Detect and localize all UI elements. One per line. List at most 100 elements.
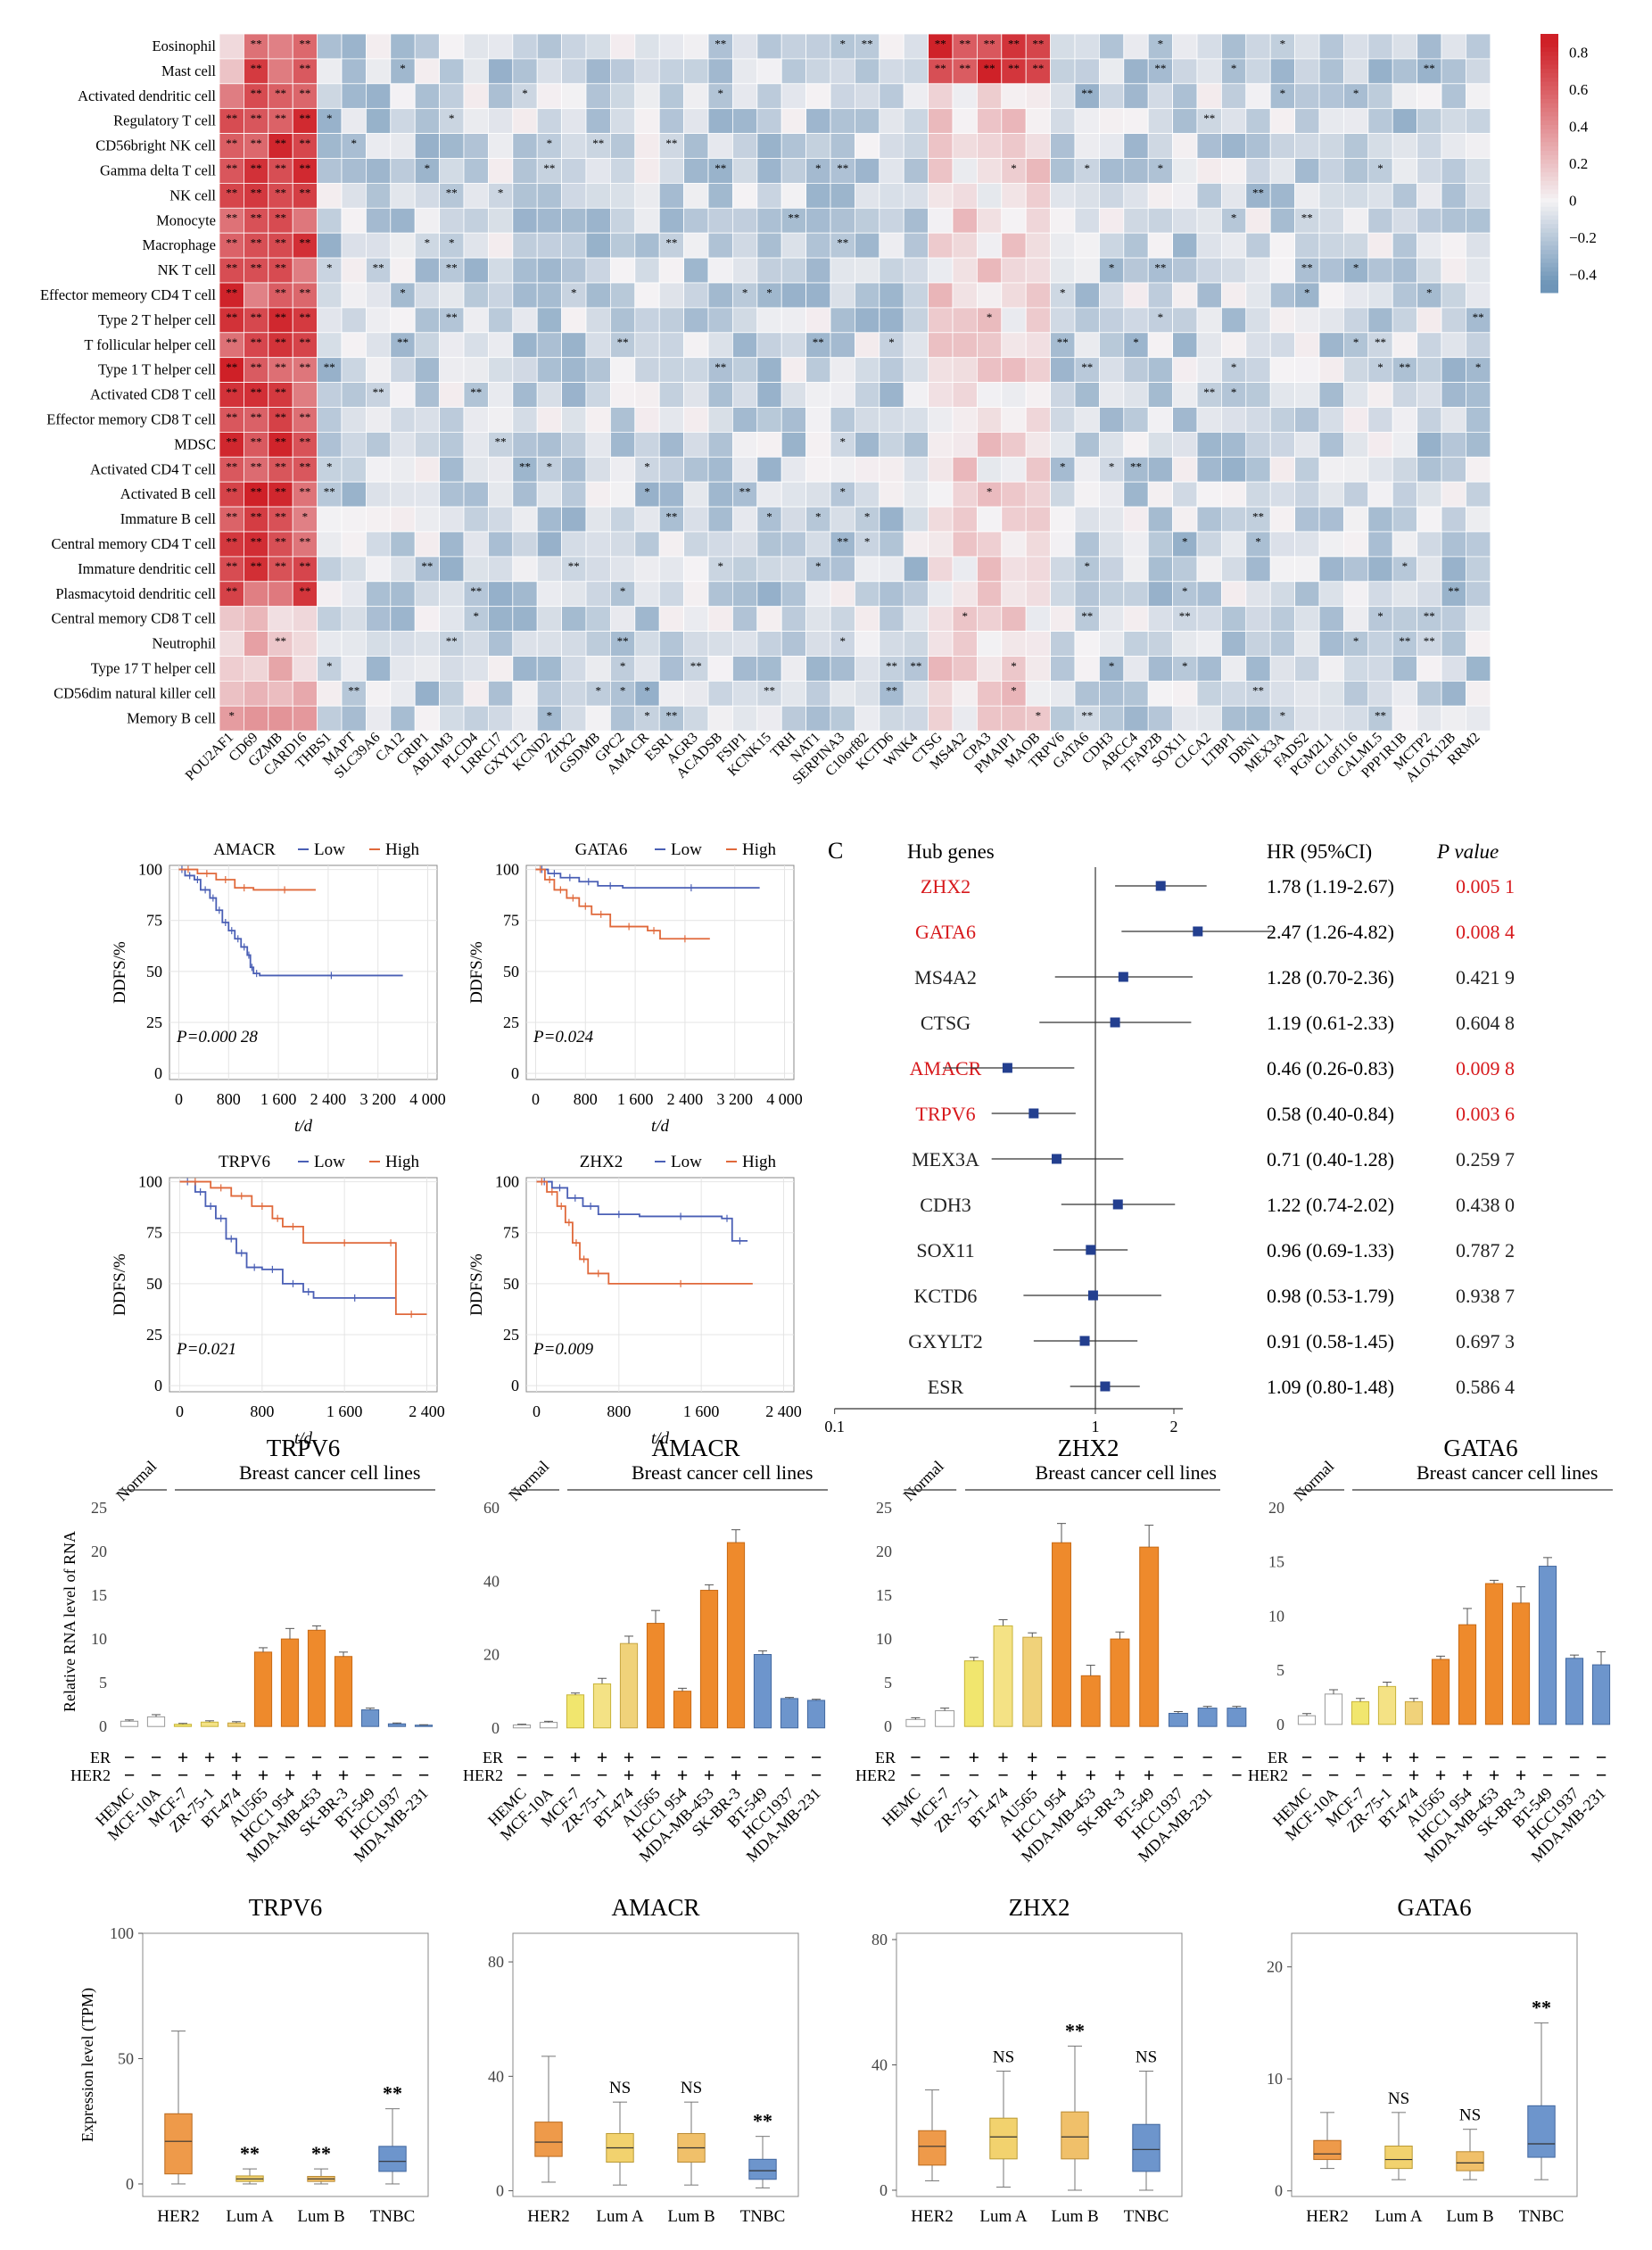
km-p-value: P=0.021 — [176, 1340, 236, 1359]
heatmap-cell-significance: ** — [665, 136, 677, 150]
heatmap-cell — [536, 357, 563, 384]
heatmap-cell — [1417, 581, 1442, 608]
colorbar-segment — [1540, 34, 1558, 39]
heatmap-cell-significance: ** — [446, 186, 458, 200]
heatmap-cell — [1099, 108, 1125, 134]
heatmap-cell — [1025, 705, 1051, 732]
heatmap-cell — [512, 606, 538, 633]
heatmap-row-label: Type 17 T helper cell — [91, 659, 217, 676]
box-category-label: HER2 — [1306, 2207, 1349, 2226]
heatmap-cell — [439, 531, 465, 558]
heatmap-cell-significance: * — [1353, 634, 1359, 648]
heatmap-cell-significance: ** — [764, 684, 775, 698]
heatmap-cell — [1441, 631, 1466, 657]
heatmap-cell — [536, 182, 563, 209]
heatmap-cell — [610, 407, 636, 433]
heatmap-cell — [952, 182, 978, 209]
heatmap-cell-significance: ** — [421, 559, 433, 573]
heatmap-cell-significance: * — [547, 460, 553, 474]
heatmap-cell — [1441, 282, 1466, 309]
bar-her2-status: + — [285, 1764, 296, 1786]
heatmap-cell — [1123, 257, 1149, 284]
box-y-tick-label: 0 — [1275, 2182, 1283, 2200]
heatmap-cell — [512, 307, 538, 334]
heatmap-cell — [732, 606, 758, 633]
box-category-label: Lum A — [1375, 2207, 1423, 2226]
heatmap-cell — [1196, 556, 1222, 583]
colorbar-segment — [1540, 63, 1558, 70]
heatmap-cell — [1147, 357, 1173, 384]
heatmap-cell — [1245, 158, 1271, 184]
heatmap-cell — [1050, 581, 1076, 608]
bar — [512, 1724, 532, 1729]
bar — [1080, 1675, 1101, 1727]
heatmap-cell-significance: ** — [251, 509, 262, 523]
heatmap-cell — [1123, 705, 1149, 732]
heatmap-cell — [390, 407, 416, 433]
colorbar-tick-label: 0.2 — [1569, 155, 1588, 172]
heatmap-cell — [903, 431, 929, 458]
heatmap-cell — [341, 606, 367, 633]
heatmap-cell — [219, 83, 244, 110]
heatmap-cell — [610, 232, 636, 259]
heatmap-cell — [1269, 232, 1295, 259]
heatmap-cell-significance: ** — [348, 684, 359, 698]
heatmap-cell — [1221, 158, 1247, 184]
heatmap-cell — [1123, 58, 1149, 85]
heatmap-cell-significance: * — [864, 509, 871, 523]
heatmap-cell — [365, 58, 392, 85]
heatmap-cell — [1099, 506, 1125, 533]
heatmap-cell — [1294, 556, 1320, 583]
colorbar-tick-label: 0.8 — [1569, 45, 1588, 62]
bar-er-status: + — [1382, 1746, 1393, 1768]
heatmap-cell — [317, 307, 343, 334]
heatmap-cell — [1025, 431, 1051, 458]
heatmap-cell — [1245, 282, 1271, 309]
bar-er-status: − — [1489, 1746, 1500, 1768]
heatmap-cell — [756, 556, 782, 583]
heatmap-cell — [1147, 282, 1173, 309]
heatmap-cell — [903, 257, 929, 284]
heatmap-cell — [414, 332, 441, 359]
heatmap-row-label: Type 2 T helper cell — [98, 311, 216, 328]
bar-er-status: − — [677, 1746, 689, 1768]
heatmap-cell — [1441, 431, 1466, 458]
heatmap-cell — [683, 606, 709, 633]
km-p-value: P=0.009 — [533, 1340, 594, 1359]
heatmap-cell-significance: ** — [226, 559, 237, 573]
heatmap-cell — [1147, 332, 1173, 359]
km-survival-curve — [179, 1180, 396, 1299]
box-category-label: Lum B — [667, 2207, 714, 2226]
heatmap-cell — [1050, 556, 1076, 583]
heatmap-cell — [1367, 656, 1393, 682]
forest-gene-label: TRPV6 — [915, 1103, 975, 1125]
heatmap-cell — [439, 182, 465, 209]
heatmap-cell-significance: * — [425, 161, 431, 175]
heatmap-cell — [1343, 232, 1369, 259]
bar-y-tick-label: 15 — [1268, 1553, 1284, 1571]
heatmap-cell-significance: * — [620, 659, 626, 673]
heatmap-cell — [488, 681, 514, 707]
heatmap-cell — [1367, 531, 1393, 558]
colorbar-segment — [1540, 180, 1558, 186]
heatmap-cell — [1196, 182, 1222, 209]
heatmap-cell — [683, 681, 709, 707]
heatmap-cell — [1001, 407, 1027, 433]
heatmap-cell — [781, 83, 807, 110]
box-iqr — [1313, 2139, 1342, 2161]
heatmap-cell — [658, 506, 685, 533]
heatmap-cell — [585, 158, 611, 184]
heatmap-cell — [658, 232, 685, 259]
heatmap-cell — [952, 232, 978, 259]
colorbar-segment — [1540, 107, 1558, 112]
heatmap-row-label: CD56dim natural killer cell — [54, 684, 216, 701]
heatmap-cell — [658, 481, 685, 508]
heatmap-cell — [414, 307, 441, 334]
heatmap-cell — [1392, 108, 1417, 134]
km-x-tick-label: 4 000 — [409, 1090, 446, 1108]
heatmap-cell — [756, 207, 782, 234]
heatmap-cell-significance: ** — [959, 62, 971, 75]
heatmap-cell-significance: * — [1133, 335, 1139, 349]
heatmap-cell — [732, 332, 758, 359]
